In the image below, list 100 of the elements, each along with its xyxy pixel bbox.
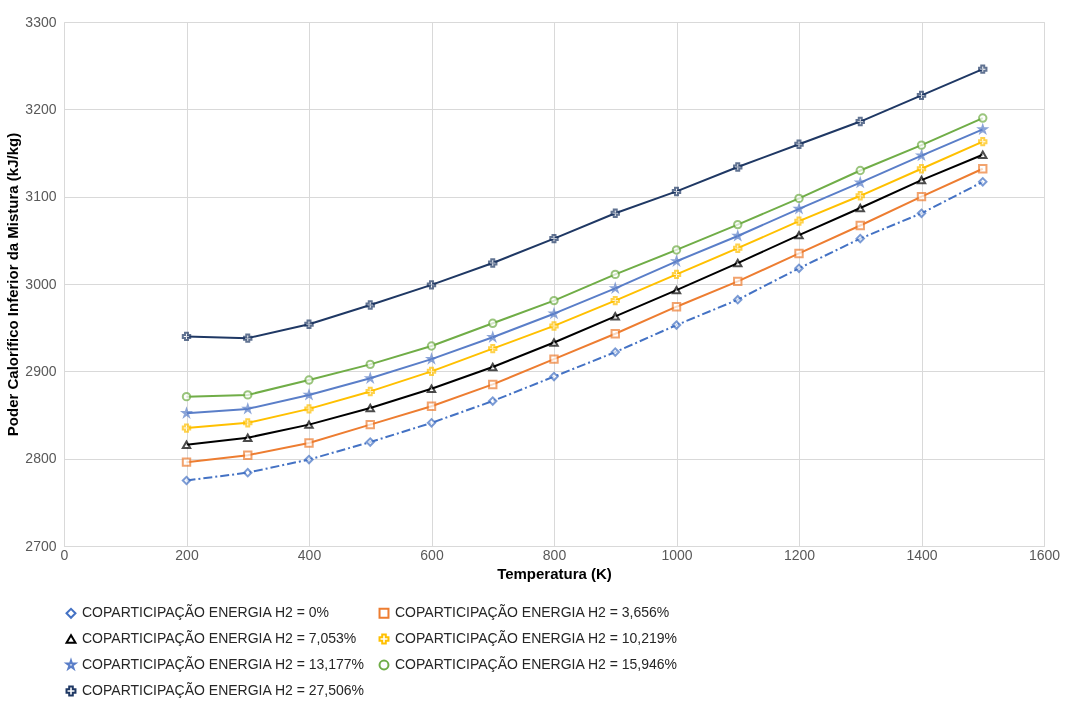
point — [365, 437, 375, 447]
point — [855, 220, 865, 231]
x-tick-label: 1000 — [661, 546, 693, 563]
x-tick-label: 1400 — [906, 546, 938, 563]
point — [978, 64, 988, 74]
point — [549, 321, 559, 331]
point — [243, 418, 253, 428]
point — [488, 258, 498, 268]
point — [426, 418, 437, 428]
x-tick-label: 800 — [542, 546, 567, 563]
point — [549, 338, 559, 347]
point — [610, 329, 620, 339]
point — [794, 230, 804, 240]
point — [181, 423, 192, 433]
point — [426, 401, 437, 411]
point — [243, 433, 253, 442]
point — [916, 191, 927, 202]
point — [978, 136, 988, 147]
point — [916, 208, 927, 218]
point — [365, 359, 375, 370]
point — [549, 354, 559, 364]
point — [978, 177, 988, 187]
point — [670, 254, 682, 267]
point — [243, 333, 253, 343]
point — [733, 243, 743, 253]
x-tick-label: 0 — [60, 546, 69, 563]
point — [733, 219, 743, 230]
point — [610, 312, 620, 321]
y-tick-label: 2700 — [25, 537, 57, 554]
point — [794, 139, 804, 149]
point — [304, 454, 314, 465]
point — [365, 386, 375, 397]
point — [181, 475, 192, 486]
y-tick-label: 2800 — [25, 450, 57, 467]
point — [426, 341, 437, 351]
point — [365, 403, 375, 413]
point — [855, 191, 865, 201]
point — [855, 233, 865, 244]
y-tick-label: 3200 — [25, 100, 57, 117]
x-tick-label: 600 — [420, 546, 444, 563]
point — [243, 467, 253, 478]
legend-label: COPARTICIPAÇÃO ENERGIA H2 = 27,506% — [82, 682, 365, 698]
point — [733, 258, 743, 268]
point — [671, 285, 682, 295]
point — [916, 140, 927, 150]
point — [733, 162, 743, 172]
y-tick-label: 3300 — [25, 13, 57, 30]
point — [855, 165, 865, 176]
legend-label: COPARTICIPAÇÃO ENERGIA H2 = 15,946% — [395, 656, 678, 672]
point — [855, 177, 865, 187]
point — [733, 295, 743, 305]
x-tick-label: 200 — [175, 546, 199, 563]
point — [488, 379, 498, 390]
point — [486, 330, 498, 343]
y-tick-label: 3100 — [25, 188, 57, 205]
point — [671, 186, 682, 197]
legend-label: COPARTICIPAÇÃO ENERGIA H2 = 0% — [82, 604, 330, 621]
point — [549, 371, 559, 382]
point — [794, 193, 804, 204]
point — [671, 320, 682, 330]
point — [181, 440, 192, 449]
point — [365, 419, 375, 430]
point — [365, 300, 375, 310]
point — [488, 318, 498, 328]
point — [794, 216, 804, 226]
point — [426, 384, 437, 394]
point — [794, 248, 804, 259]
point — [916, 164, 927, 174]
point — [855, 203, 865, 213]
point — [488, 362, 498, 372]
point — [916, 175, 927, 185]
point — [671, 269, 682, 280]
point — [610, 295, 620, 306]
point — [733, 276, 743, 287]
legend-label: COPARTICIPAÇÃO ENERGIA H2 = 3,656% — [395, 604, 670, 621]
x-tick-label: 1200 — [783, 546, 816, 563]
x-axis-title: Temperatura (K) — [497, 564, 612, 582]
point — [916, 150, 927, 160]
y-axis-title: Poder Calorífico Inferior da Mistura (kJ/kg) — [4, 132, 22, 437]
legend-label: COPARTICIPAÇÃO ENERGIA H2 = 10,219% — [395, 630, 678, 646]
point — [794, 263, 804, 273]
point — [304, 420, 314, 429]
point — [610, 208, 620, 218]
point — [426, 280, 437, 290]
point — [364, 371, 376, 384]
legend-label: COPARTICIPAÇÃO ENERGIA H2 = 13,177% — [82, 656, 365, 672]
point — [304, 404, 314, 414]
point — [426, 366, 437, 377]
point — [610, 269, 620, 280]
point — [549, 295, 559, 306]
point — [304, 438, 314, 448]
point — [181, 331, 192, 342]
point — [855, 116, 865, 127]
point — [978, 113, 988, 123]
y-tick-label: 2900 — [25, 362, 57, 379]
point — [304, 319, 314, 329]
point — [671, 302, 682, 312]
point — [181, 457, 192, 467]
point — [978, 164, 988, 174]
point — [671, 245, 682, 255]
